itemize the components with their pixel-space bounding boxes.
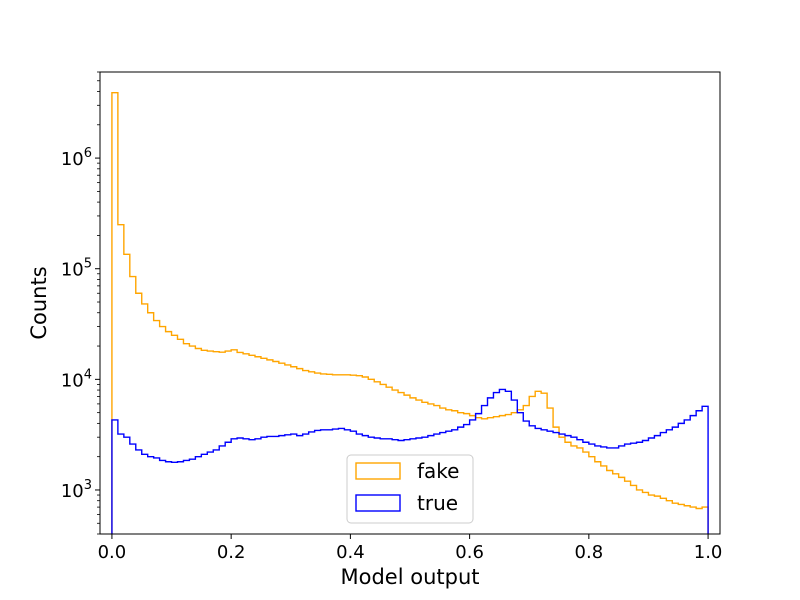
series-true [111,388,709,534]
x-axis: 0.0 0.2 0.4 0.6 0.8 1.0 [98,534,723,563]
x-tick-label: 1.0 [694,542,723,563]
plot-frame [99,71,721,535]
series-layer [111,92,709,534]
histogram-step-fake [111,92,709,534]
x-tick-label: 0.2 [217,542,246,563]
x-tick-label: 0.6 [455,542,484,563]
y-tick-label: 103 [61,478,92,502]
y-axis-title: Counts [27,266,51,339]
y-axis: 103 104 105 106 [61,71,100,535]
legend-box [346,454,474,524]
x-tick-label: 0.4 [336,542,365,563]
y-tick-label: 106 [61,146,92,170]
legend-swatch-fake [355,462,401,480]
series-fake [111,92,709,534]
y-tick-label: 104 [61,367,92,391]
x-tick-label: 0.0 [98,542,127,563]
legend-label-true: true [417,491,458,515]
x-axis-title: Model output [341,565,480,589]
y-tick-label: 105 [61,257,92,281]
x-tick-label: 0.8 [575,542,604,563]
legend-swatch-true [355,494,401,512]
legend: fake true [346,454,474,524]
legend-label-fake: fake [417,459,459,483]
histogram-step-true [111,388,709,534]
